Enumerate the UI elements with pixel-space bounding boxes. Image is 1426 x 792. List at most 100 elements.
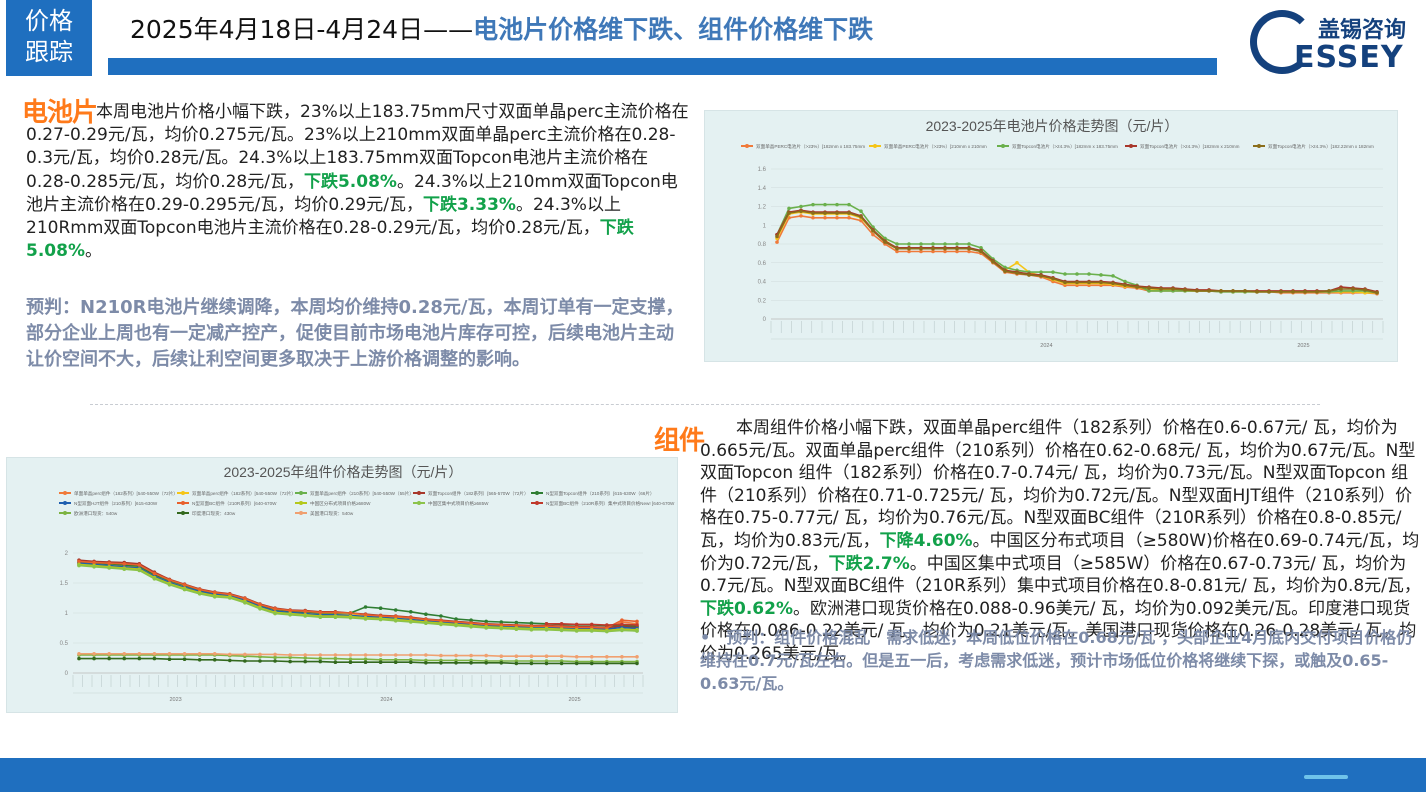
data-point	[823, 215, 827, 220]
data-point	[439, 622, 443, 627]
data-point	[408, 660, 413, 664]
data-point	[273, 607, 277, 611]
data-point	[871, 229, 875, 233]
data-point	[77, 563, 81, 568]
data-point	[931, 242, 935, 246]
data-point	[823, 211, 827, 215]
series-line	[78, 563, 638, 631]
data-point	[408, 620, 413, 624]
data-point	[775, 234, 779, 239]
cell-text-3: 。24.3%以上210Rmm双面Topcon电池片主流价格在0.28-0.29元…	[26, 194, 621, 239]
data-point	[1099, 273, 1103, 277]
data-point	[92, 656, 96, 661]
data-point	[907, 249, 911, 254]
data-point	[823, 202, 827, 207]
data-point	[454, 653, 458, 658]
data-point	[469, 625, 473, 629]
data-point	[1111, 281, 1115, 286]
data-point	[424, 621, 428, 625]
data-point	[152, 656, 157, 661]
data-point	[871, 232, 875, 237]
data-point	[931, 249, 935, 254]
legend-label: 印度港口现货：430w	[192, 510, 236, 517]
y-tick-label: 0.4	[758, 280, 767, 286]
data-point	[1027, 273, 1031, 277]
data-point	[348, 611, 353, 615]
data-point	[228, 652, 232, 657]
data-point	[1243, 289, 1247, 293]
data-point	[620, 622, 624, 627]
data-point	[811, 215, 815, 220]
data-point	[931, 246, 935, 251]
data-point	[122, 656, 127, 661]
data-point	[529, 628, 534, 632]
data-point	[559, 622, 564, 626]
data-point	[499, 620, 504, 624]
data-point	[318, 615, 323, 619]
data-point	[635, 619, 639, 624]
data-point	[943, 242, 947, 246]
data-point	[258, 652, 262, 657]
y-tick-label: 0.6	[758, 261, 767, 267]
data-point	[212, 590, 217, 595]
brand-name-cn: 盖锡咨询	[1318, 18, 1407, 43]
data-point	[303, 609, 308, 613]
legend-marker	[63, 511, 67, 515]
y-tick-label: 1.2	[758, 205, 767, 211]
data-point	[288, 613, 292, 617]
data-point	[1123, 283, 1127, 288]
data-point	[787, 206, 791, 211]
data-point	[1303, 290, 1307, 294]
data-point	[408, 616, 413, 620]
data-point	[635, 661, 639, 666]
year-label: 2025	[1297, 343, 1309, 349]
data-point	[107, 652, 111, 656]
data-point	[318, 653, 323, 657]
data-point	[469, 653, 473, 658]
data-point	[559, 628, 564, 633]
data-point	[107, 561, 111, 565]
cell-highlight-3: 下跌5.08%	[26, 218, 634, 262]
legend-label: N型双面HJT组件（210系列）[615-630W	[74, 500, 158, 507]
data-point	[152, 571, 157, 576]
y-tick-label: 0.5	[60, 641, 69, 647]
module-price-chart: 2023-2025年组件价格走势图（元/片） 单面单晶perc组件（182系列）[…	[6, 457, 678, 713]
data-point	[605, 629, 609, 634]
data-point	[228, 658, 232, 663]
brand-logo: 盖锡咨询 ESSEY	[1250, 10, 1420, 75]
legend-marker	[873, 144, 877, 148]
cell-highlight-1: 下跌5.08%	[303, 171, 397, 192]
data-point	[1279, 290, 1283, 294]
module-highlight-1: 下降4.60%	[879, 530, 973, 551]
cell-text-1: 本周电池片价格小幅下跌，23%以上183.75mm尺寸双面单晶perc主流价格在…	[26, 102, 689, 192]
data-point	[574, 629, 579, 633]
data-point	[544, 622, 549, 626]
cell-text-2: 。24.3%以上210mm双面Topcon电池片主流价格在0.29-0.295元…	[26, 171, 678, 215]
data-point	[991, 260, 995, 264]
data-point	[288, 659, 292, 664]
data-point	[1087, 280, 1091, 285]
y-tick-label: 2	[65, 551, 69, 557]
data-point	[967, 246, 971, 251]
data-point	[363, 653, 368, 657]
legend-marker	[181, 511, 185, 515]
data-point	[1315, 290, 1319, 294]
year-label: 2023	[169, 697, 181, 703]
data-point	[182, 587, 187, 592]
legend-marker	[1129, 144, 1133, 148]
series-line	[79, 653, 637, 658]
data-point	[303, 656, 308, 660]
legend-label: 双面Topcon组件（182系列）[565-570W（72片）	[428, 490, 529, 497]
data-point	[243, 601, 247, 605]
data-point	[393, 608, 398, 612]
legend-label: N型双面Topcon组件（210系列）[615-630W（66片）	[546, 490, 655, 497]
cell-forecast: 预判：N210R电池片继续调降，本周均价维持0.28元/瓦，本周订单有一定支撑，…	[26, 297, 684, 370]
data-point	[303, 653, 308, 657]
data-point	[1063, 280, 1067, 285]
series-line	[78, 560, 638, 629]
data-point	[393, 660, 398, 664]
data-point	[197, 652, 202, 656]
data-point	[152, 652, 157, 656]
series-line	[79, 657, 637, 665]
data-point	[514, 620, 519, 625]
